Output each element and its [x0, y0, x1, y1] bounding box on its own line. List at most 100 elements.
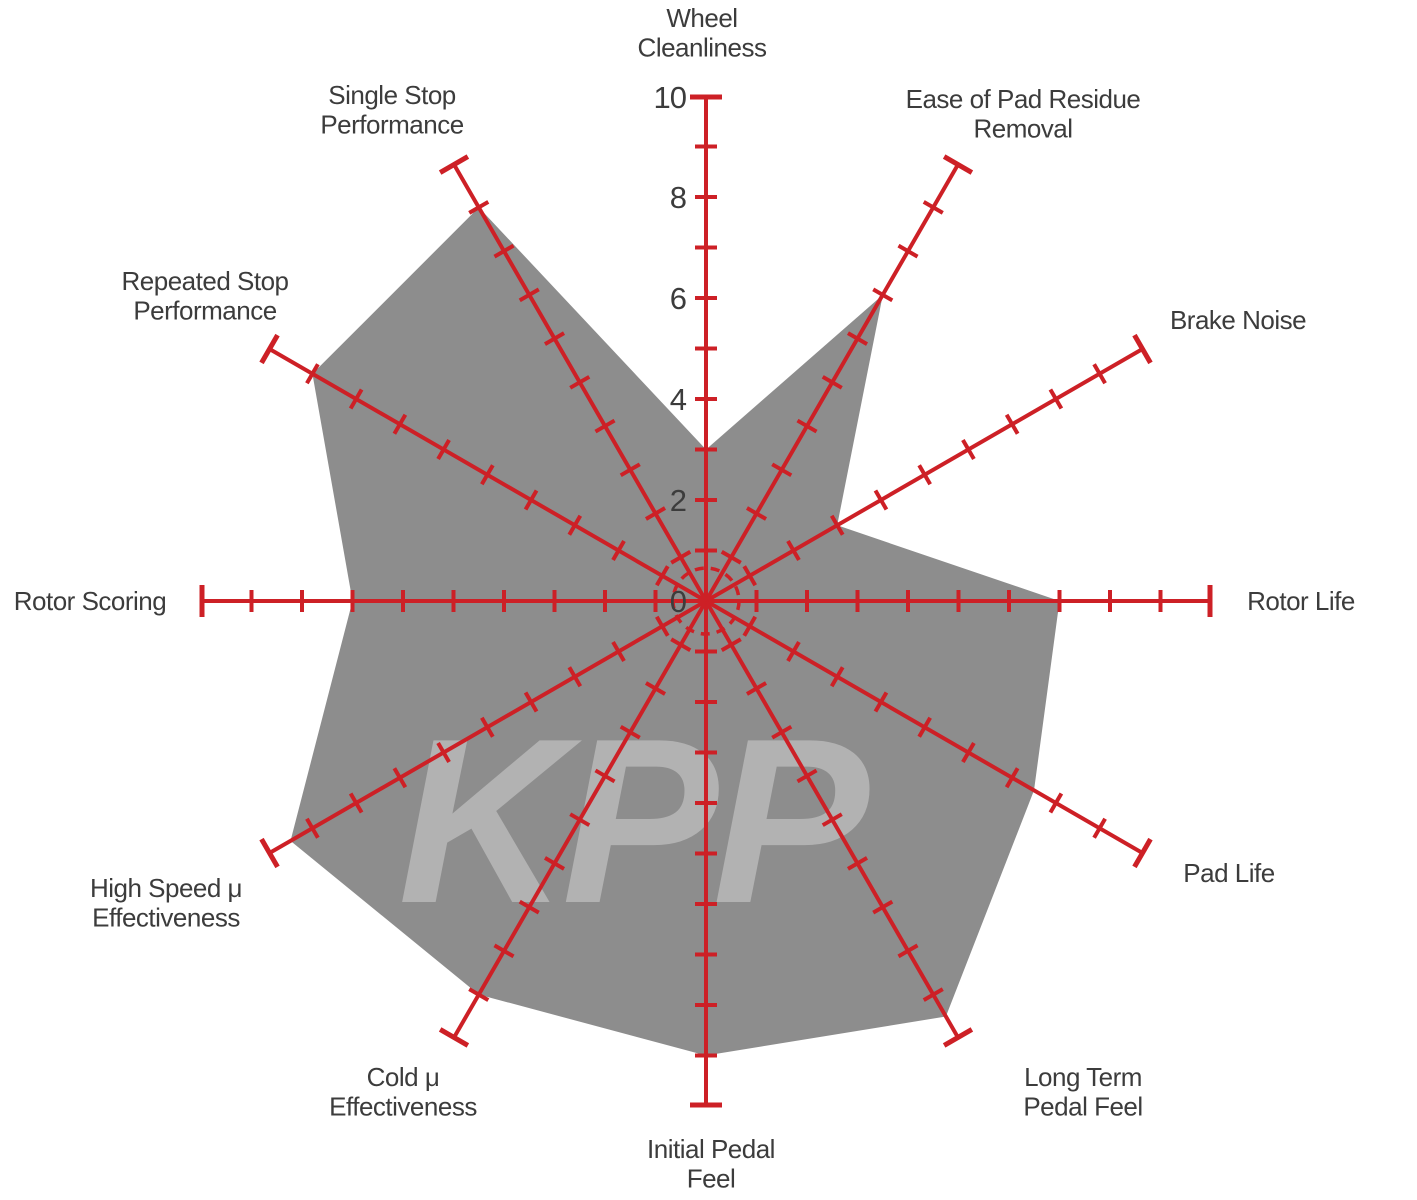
axis-tick: [873, 489, 889, 511]
axis-tick: [720, 637, 742, 652]
axis-tick: [348, 388, 364, 410]
axis-tick: [569, 375, 591, 390]
axis-tick: [305, 817, 320, 839]
axis-label: Wheel Cleanliness: [638, 3, 767, 63]
axis-tick: [569, 812, 591, 827]
axis-tick: [493, 943, 515, 959]
axis-label: Cold μ Effectiveness: [329, 1062, 477, 1122]
scale-label: 2: [670, 483, 686, 518]
axis-tick: [480, 716, 495, 738]
axis-tick: [644, 506, 667, 521]
axis-tick: [611, 539, 626, 562]
axis-endcap-tick: [438, 154, 470, 175]
axis-tick: [670, 550, 692, 565]
axis-tick: [846, 331, 869, 346]
axis-tick: [523, 691, 539, 713]
axis-tick: [567, 514, 583, 536]
axis-tick: [1048, 388, 1064, 410]
axis-endcap-tick: [942, 154, 974, 175]
axis-endcap-tick: [259, 333, 280, 365]
axis-tick: [468, 200, 490, 215]
axis-tick: [771, 462, 793, 478]
axis-label: High Speed μ Effectiveness: [90, 873, 242, 933]
axis-tick: [917, 464, 932, 486]
axis-tick: [655, 565, 670, 587]
axis-tick: [1004, 767, 1020, 789]
axis-tick: [655, 615, 670, 637]
axis-tick: [961, 741, 976, 764]
axis-tick: [917, 716, 932, 738]
axis-tick: [846, 856, 869, 871]
scale-label: 6: [670, 281, 686, 316]
axis-tick: [644, 681, 667, 696]
axis-tick: [872, 899, 894, 915]
axis-label: Pad Life: [1183, 858, 1274, 888]
axis-tick: [543, 856, 566, 871]
axis-endcap-tick: [942, 1027, 974, 1048]
axis-tick: [796, 768, 818, 784]
axis-tick: [745, 506, 768, 521]
axis-tick: [436, 438, 451, 461]
axis-tick: [745, 681, 768, 696]
axis-tick: [611, 640, 626, 663]
axis-tick: [922, 987, 944, 1002]
axis-endcap-tick: [259, 837, 280, 869]
axis-tick: [1048, 792, 1064, 814]
axis-tick: [1004, 413, 1020, 435]
axis-tick: [567, 666, 583, 688]
axis-tick: [922, 200, 944, 215]
axis-endcap-tick: [1132, 837, 1153, 869]
axis-tick: [742, 565, 757, 587]
axis-tick: [468, 987, 490, 1002]
axis-tick: [897, 943, 919, 959]
axis-tick: [305, 363, 320, 385]
axis-tick: [720, 550, 742, 565]
data-polygon: [290, 207, 1060, 1056]
axis-label: Long Term Pedal Feel: [1023, 1062, 1142, 1122]
axis-tick: [1092, 363, 1107, 385]
axis-tick: [786, 640, 801, 663]
axis-tick: [392, 767, 408, 789]
axis-tick: [348, 792, 364, 814]
axis-tick: [619, 724, 641, 740]
axis-tick: [493, 243, 515, 259]
axis-tick: [436, 741, 451, 764]
axis-tick: [771, 724, 793, 740]
axis-tick: [872, 287, 894, 303]
axis-tick: [518, 287, 540, 303]
axis-tick: [543, 331, 566, 346]
scale-label: 4: [670, 382, 687, 417]
axis-tick: [480, 464, 495, 486]
scale-label: 8: [670, 180, 686, 215]
radar-axis-labels-layer: Wheel Cleanliness Ease of Pad Residue Remov…: [14, 3, 1356, 1194]
axis-tick: [742, 615, 757, 637]
axis-tick: [829, 666, 845, 688]
axis-tick: [961, 438, 976, 461]
axis-endcap-tick: [1132, 333, 1153, 365]
axis-label: Repeated Stop Performance: [122, 266, 289, 326]
scale-label: 10: [654, 80, 687, 115]
axis-label: Rotor Scoring: [14, 586, 166, 616]
axis-tick: [523, 489, 539, 511]
axis-tick: [873, 691, 889, 713]
radar-fill-layer: [290, 207, 1060, 1056]
axis-label: Initial Pedal Feel: [647, 1134, 775, 1194]
radar-axes-layer: [199, 94, 1213, 1108]
axis-tick: [1092, 817, 1107, 839]
axis-tick: [821, 375, 843, 390]
axis-tick: [829, 514, 845, 536]
axis-tick: [670, 637, 692, 652]
axis-endcap-tick: [438, 1027, 470, 1048]
axis-label: Ease of Pad Residue Removal: [906, 84, 1141, 144]
axis-label: Rotor Life: [1247, 586, 1355, 616]
axis-tick: [821, 812, 843, 827]
center-dashed-circle: [671, 566, 741, 636]
axis-tick: [786, 539, 801, 562]
radar-scale-labels-layer: 0 2 4 6 8 10: [654, 80, 688, 619]
axis-tick: [594, 418, 616, 434]
axis-tick: [518, 899, 540, 915]
scale-label: 0: [670, 584, 687, 619]
axis-tick: [897, 243, 919, 259]
